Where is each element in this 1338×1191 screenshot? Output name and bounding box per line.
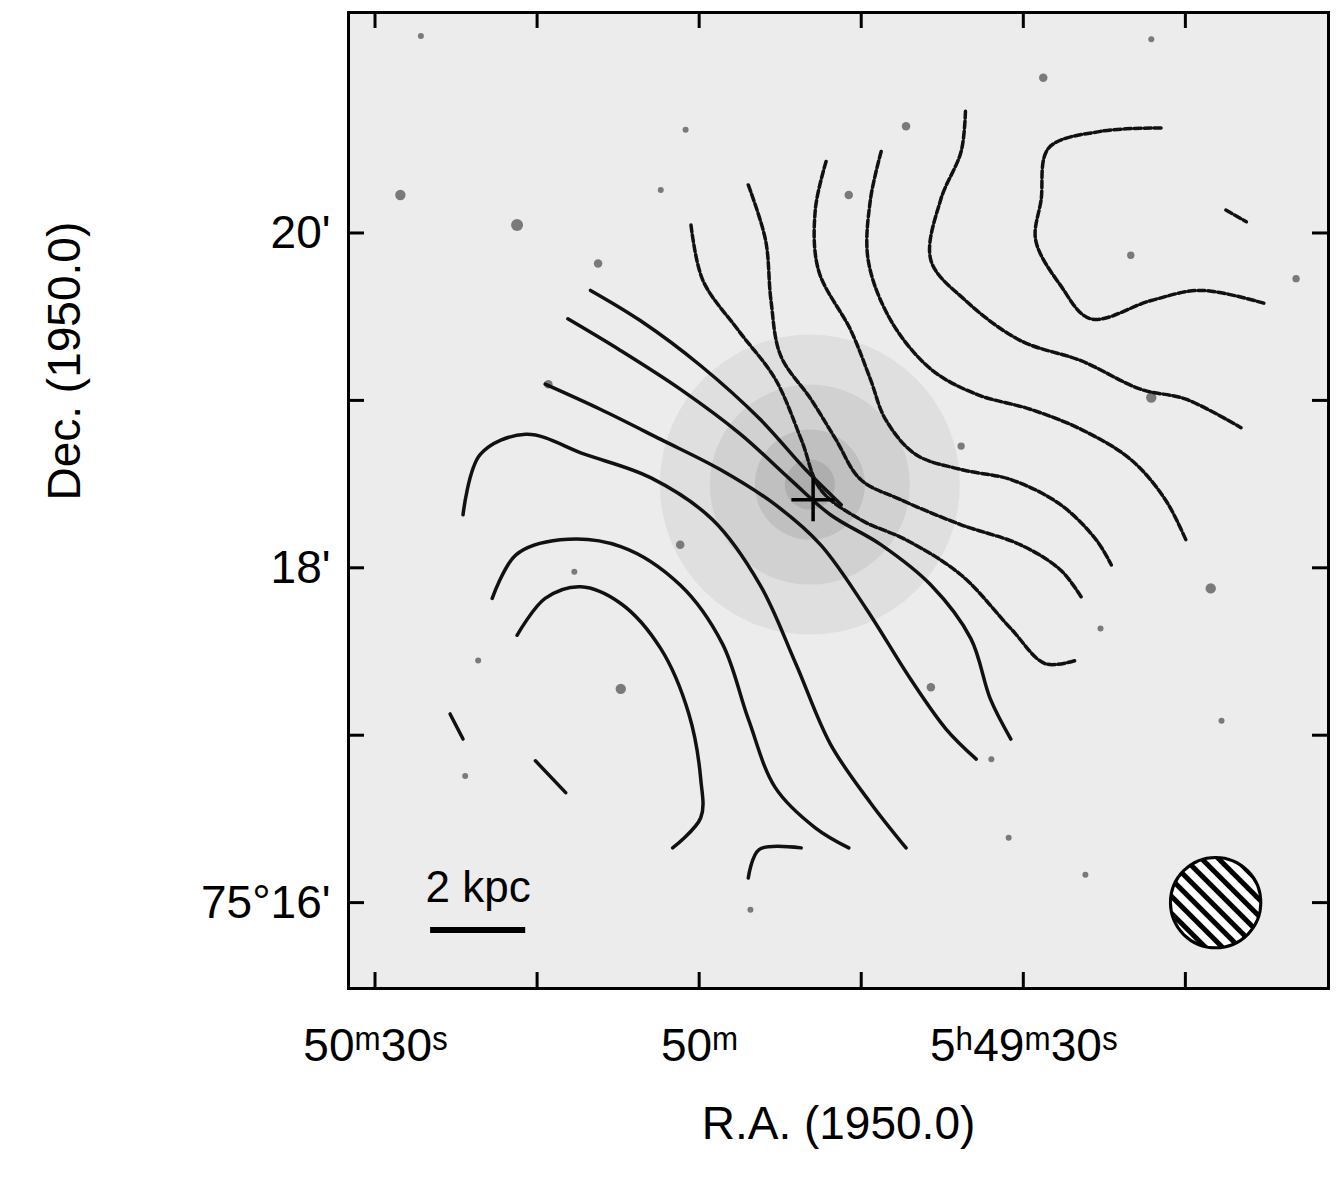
svg-text:50ᵐ30ˢ: 50ᵐ30ˢ <box>303 1019 447 1071</box>
svg-text:5ʰ49ᵐ30ˢ: 5ʰ49ᵐ30ˢ <box>930 1019 1118 1071</box>
svg-text:75°16': 75°16' <box>201 876 331 928</box>
svg-text:2 kpc: 2 kpc <box>426 862 531 911</box>
svg-text:20': 20' <box>271 206 331 258</box>
svg-text:R.A. (1950.0): R.A. (1950.0) <box>702 1097 976 1149</box>
svg-text:50ᵐ: 50ᵐ <box>661 1019 739 1071</box>
svg-text:18': 18' <box>271 541 331 593</box>
svg-text:Dec. (1950.0): Dec. (1950.0) <box>38 222 90 501</box>
